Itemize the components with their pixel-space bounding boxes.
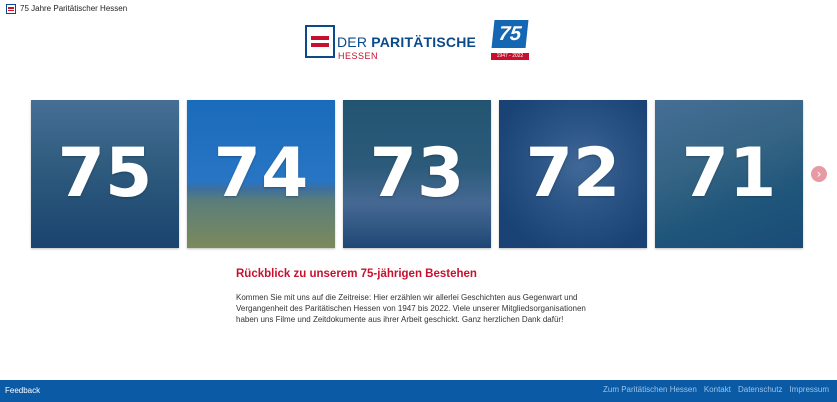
- feedback-link[interactable]: Feedback: [5, 386, 41, 395]
- footer-link-impressum[interactable]: Impressum: [789, 385, 829, 394]
- tile-number: 71: [681, 134, 777, 213]
- footer-link-paritaetischer[interactable]: Zum Paritätischen Hessen: [603, 385, 697, 394]
- footer-link-datenschutz[interactable]: Datenschutz: [737, 385, 783, 394]
- tile-number: 74: [213, 134, 309, 213]
- anniversary-badge: 75 1947 - 2022: [491, 18, 529, 62]
- footer-link-kontakt[interactable]: Kontakt: [703, 385, 731, 394]
- tile-number: 72: [525, 134, 621, 213]
- tile-number: 73: [369, 134, 465, 213]
- site-title[interactable]: 75 Jahre Paritätischer Hessen: [20, 4, 128, 13]
- footer-bar: Feedback Zum Paritätischen Hessen Kontak…: [0, 380, 837, 402]
- badge-number: 75: [491, 20, 529, 48]
- brand-mark-icon: [305, 25, 335, 58]
- logo-icon: [6, 4, 16, 14]
- year-tile-72[interactable]: 72: [499, 100, 647, 248]
- tile-number: 75: [57, 134, 153, 213]
- intro-paragraph: Kommen Sie mit uns auf die Zeitreise: Hi…: [236, 293, 586, 325]
- top-bar: 75 Jahre Paritätischer Hessen: [6, 2, 127, 16]
- chevron-right-icon: ›: [816, 167, 822, 181]
- footer-links: Zum Paritätischen Hessen Kontakt Datensc…: [603, 380, 829, 400]
- year-tile-74[interactable]: 74: [187, 100, 335, 248]
- brand-name: DER PARITÄTISCHE: [337, 34, 477, 50]
- brand-region: HESSEN: [338, 51, 379, 61]
- carousel-next-button[interactable]: ›: [811, 166, 827, 182]
- year-tile-71[interactable]: 71: [655, 100, 803, 248]
- badge-years: 1947 - 2022: [491, 53, 529, 60]
- brand-logo[interactable]: DER PARITÄTISCHE HESSEN 75 1947 - 2022: [305, 18, 530, 64]
- intro-heading: Rückblick zu unserem 75-jährigen Bestehe…: [236, 268, 477, 280]
- year-tile-75[interactable]: 75: [31, 100, 179, 248]
- year-tile-73[interactable]: 73: [343, 100, 491, 248]
- year-carousel: 75 74 73 72 71: [31, 100, 803, 248]
